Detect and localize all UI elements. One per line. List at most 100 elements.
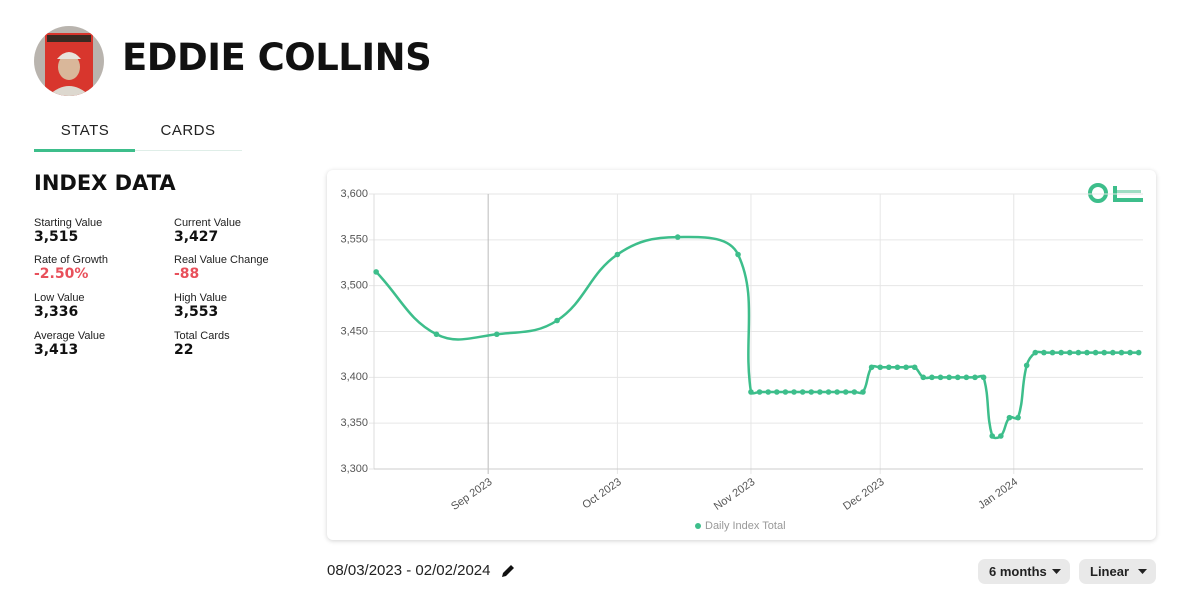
- stat-label: Average Value: [34, 330, 106, 342]
- point: [980, 374, 987, 381]
- y-tick-label: 3,600: [340, 188, 368, 200]
- stat-value: -88: [174, 266, 200, 282]
- point: [972, 374, 978, 381]
- point: [937, 374, 944, 381]
- point: [799, 389, 806, 395]
- x-tick-label: Dec 2023: [841, 476, 886, 513]
- line: [375, 235, 1139, 440]
- point: [748, 389, 754, 395]
- point: [868, 364, 875, 371]
- point: [1101, 349, 1108, 356]
- point: [825, 389, 832, 395]
- tab[interactable]: STATS: [60, 122, 110, 139]
- point: [1118, 349, 1125, 356]
- point: [1127, 349, 1133, 356]
- stat-value: 3,553: [174, 304, 219, 320]
- x-tick-label: Jan 2024: [976, 476, 1020, 512]
- stat-label: Starting Value: [34, 217, 103, 229]
- point: [817, 389, 823, 395]
- point: [1015, 414, 1021, 421]
- point: [1049, 349, 1056, 356]
- range-button[interactable]: 6 months: [978, 559, 1070, 584]
- player-name: EDDIE COLLINS: [122, 36, 432, 79]
- button-label: 6 months: [989, 564, 1047, 579]
- point: [1135, 349, 1142, 356]
- section-title: INDEX DATA: [34, 171, 176, 195]
- y-tick-label: 3,400: [340, 371, 368, 383]
- stat-value: 22: [174, 342, 194, 358]
- tab[interactable]: CARDS: [160, 122, 216, 139]
- avatar: [34, 26, 104, 96]
- button-label: Linear: [1090, 564, 1130, 579]
- caret: [1138, 569, 1147, 574]
- stat-label: High Value: [174, 292, 227, 304]
- y-tick-label: 3,500: [340, 280, 368, 292]
- point: [782, 389, 789, 395]
- point: [433, 331, 440, 338]
- y-tick-label: 3,300: [340, 463, 368, 475]
- legend-swatch: [695, 523, 701, 529]
- point: [963, 374, 970, 381]
- legend-label: Daily Index Total: [705, 520, 786, 532]
- x-tick-label: Sep 2023: [449, 476, 494, 513]
- point: [373, 269, 379, 275]
- edit-icon[interactable]: [500, 563, 516, 579]
- point: [1058, 349, 1064, 356]
- stat-value: 3,515: [34, 229, 79, 245]
- point: [493, 331, 500, 338]
- stat-value: 3,427: [174, 229, 219, 245]
- point: [614, 251, 621, 258]
- point: [903, 364, 909, 371]
- tab-indicator: [34, 149, 135, 152]
- point: [1032, 349, 1039, 356]
- stat-label: Low Value: [34, 292, 85, 304]
- caret: [1052, 569, 1061, 574]
- x-tick-label: Nov 2023: [712, 476, 757, 513]
- scale-button[interactable]: Linear: [1079, 559, 1156, 584]
- point: [834, 389, 840, 395]
- stat-label: Rate of Growth: [34, 254, 108, 266]
- point: [1041, 349, 1047, 356]
- point: [1092, 349, 1099, 356]
- point: [774, 389, 780, 395]
- y-tick-label: 3,550: [340, 234, 368, 246]
- stat-value: 3,413: [34, 342, 79, 358]
- point: [674, 234, 681, 240]
- point: [1023, 362, 1030, 369]
- point: [735, 251, 741, 258]
- point: [946, 374, 952, 381]
- x-tick-label: Oct 2023: [580, 476, 623, 511]
- y-tick-label: 3,350: [340, 417, 368, 429]
- point: [860, 389, 866, 395]
- point: [954, 374, 961, 381]
- point: [791, 389, 797, 395]
- point: [1066, 349, 1073, 356]
- point: [1110, 349, 1116, 356]
- point: [886, 364, 892, 371]
- chart-card: [327, 170, 1156, 540]
- chart: 3,300 3,350 3,400 3,450 3,500 3,550 3,600 Sep 2…: [340, 183, 1143, 532]
- point: [1084, 349, 1090, 356]
- point: [756, 389, 763, 395]
- point: [929, 374, 935, 381]
- point: [989, 433, 996, 439]
- point: [851, 389, 858, 395]
- stat-value: 3,336: [34, 304, 79, 320]
- stat-label: Total Cards: [174, 330, 230, 342]
- stat-value: -2.50%: [34, 266, 89, 282]
- point: [1075, 349, 1082, 356]
- point: [894, 364, 901, 371]
- point: [808, 389, 815, 395]
- point: [920, 374, 927, 381]
- stat-label: Current Value: [174, 217, 242, 229]
- point: [554, 317, 560, 324]
- point: [842, 389, 849, 395]
- point: [765, 389, 771, 395]
- point: [911, 364, 918, 371]
- point: [877, 364, 884, 371]
- stat-label: Real Value Change: [174, 254, 269, 266]
- date-range: 08/03/2023 - 02/02/2024: [327, 562, 491, 579]
- point: [1006, 414, 1013, 421]
- tab-rule: [34, 150, 242, 151]
